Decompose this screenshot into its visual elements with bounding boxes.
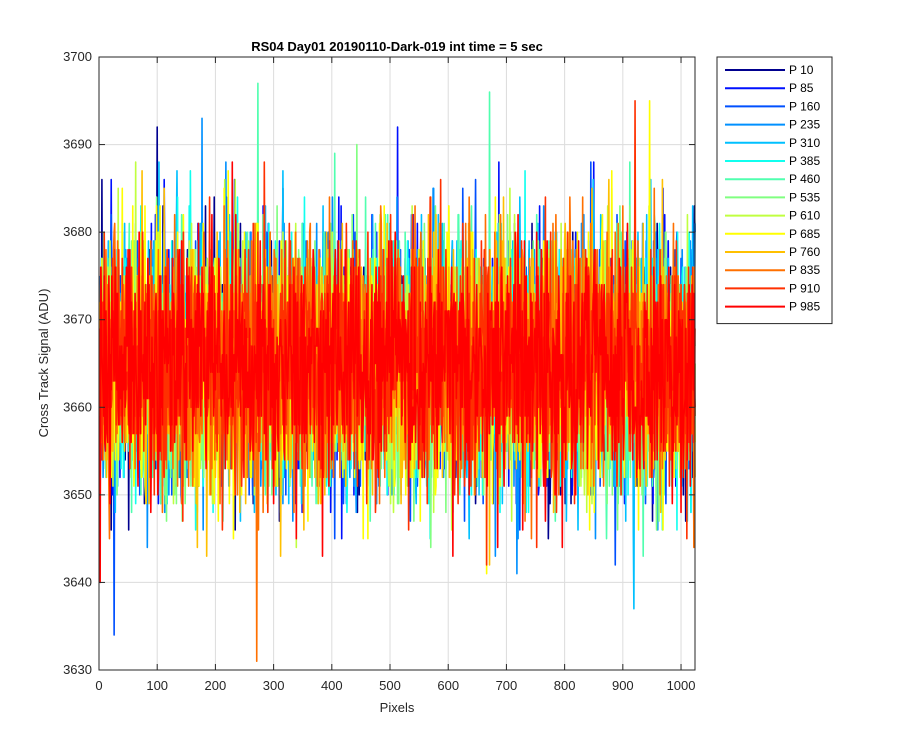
y-tick-label: 3680: [63, 224, 92, 239]
legend-box: [716, 56, 833, 325]
legend-label: P 160: [789, 99, 820, 113]
legend-label: P 10: [789, 63, 814, 77]
x-tick-label: 900: [612, 678, 634, 693]
y-tick-label: 3630: [63, 662, 92, 677]
x-tick-label: 800: [554, 678, 576, 693]
legend-label: P 610: [789, 209, 820, 223]
legend-label: P 460: [789, 172, 820, 186]
y-tick-label: 3660: [63, 399, 92, 414]
series-layer: [98, 82, 696, 663]
legend: P 10 P 85 P 160 P 235 P 310 P 385 P 460 P 535 P …: [716, 56, 833, 325]
legend-label: P 385: [789, 154, 820, 168]
legend-label: P 835: [789, 263, 820, 277]
x-tick-label: 500: [379, 678, 401, 693]
x-tick-label: 200: [205, 678, 227, 693]
x-tick-label: 700: [496, 678, 518, 693]
x-tick-label: 400: [321, 678, 343, 693]
y-tick-label: 3700: [63, 49, 92, 64]
y-axis-label: Cross Track Signal (ADU): [36, 289, 51, 438]
x-axis-label: Pixels: [380, 700, 415, 715]
legend-label: P 310: [789, 136, 820, 150]
legend-label: P 235: [789, 118, 820, 132]
x-tick-label: 0: [95, 678, 102, 693]
legend-label: P 985: [789, 300, 820, 314]
y-tick-label: 3670: [63, 312, 92, 327]
x-tick-label: 300: [263, 678, 285, 693]
ticks: 0 100 200 300 400 500 600 700 800 900 1000 3630 3640…: [63, 49, 695, 693]
y-tick-label: 3640: [63, 574, 92, 589]
y-tick-label: 3690: [63, 137, 92, 152]
plot-border: [98, 56, 696, 671]
legend-label: P 910: [789, 281, 820, 295]
x-tick-label: 100: [146, 678, 168, 693]
x-tick-label: 600: [437, 678, 459, 693]
legend-label: P 685: [789, 227, 820, 241]
y-tick-label: 3650: [63, 487, 92, 502]
legend-label: P 535: [789, 190, 820, 204]
x-tick-label: 1000: [667, 678, 696, 693]
series-line: [98, 161, 696, 584]
chart-title: RS04 Day01 20190110-Dark-019 int time = …: [251, 39, 543, 54]
legend-label: P 85: [789, 81, 814, 95]
legend-label: P 760: [789, 245, 820, 259]
